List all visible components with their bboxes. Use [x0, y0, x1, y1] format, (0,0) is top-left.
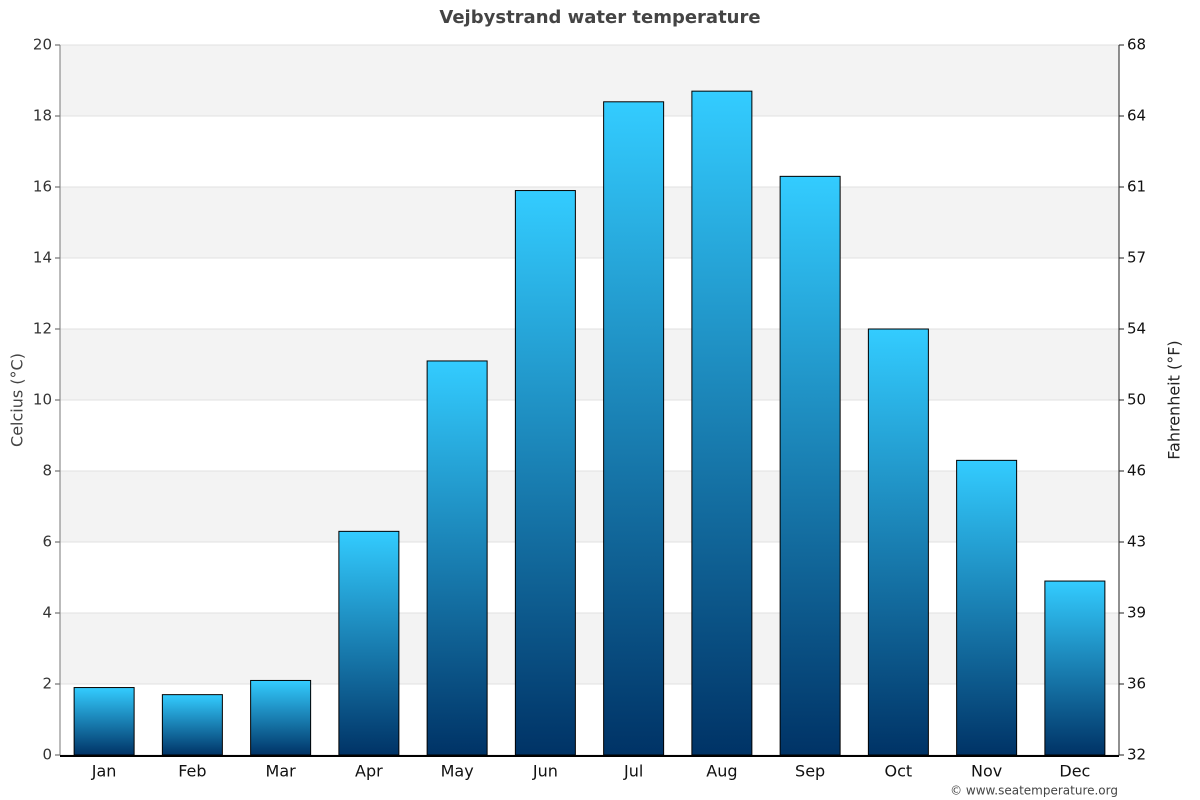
x-tick-label: Sep	[795, 762, 825, 781]
bar	[426, 360, 488, 756]
band	[60, 471, 1119, 542]
x-tick-label: Mar	[266, 762, 297, 781]
y-tick-label: 10	[33, 391, 52, 409]
bar	[1044, 580, 1106, 756]
y-tick-label: 12	[33, 320, 52, 338]
y-tick-label: 20	[33, 36, 52, 54]
bar	[338, 530, 400, 756]
y2-tick-label: 54	[1127, 320, 1146, 338]
bar	[250, 679, 312, 756]
y-tick-label: 14	[33, 249, 52, 267]
y2-tick-label: 46	[1127, 462, 1146, 480]
x-tick-label: Oct	[885, 762, 913, 781]
y2-tick-label: 36	[1127, 675, 1146, 693]
bar	[603, 101, 665, 756]
x-tick-label: Jun	[532, 762, 558, 781]
y2-tick-label: 43	[1127, 533, 1146, 551]
y2-tick-label: 64	[1127, 107, 1146, 125]
bar	[73, 687, 135, 756]
y-tick-label: 8	[42, 462, 52, 480]
x-tick-label: Aug	[706, 762, 737, 781]
y-tick-label: 4	[42, 604, 52, 622]
band	[60, 45, 1119, 116]
y2-tick-label: 61	[1127, 178, 1146, 196]
band	[60, 187, 1119, 258]
x-tick-label: Jul	[623, 762, 643, 781]
x-tick-label: May	[441, 762, 474, 781]
y2-tick-label: 32	[1127, 746, 1146, 764]
x-tick-label: Nov	[971, 762, 1002, 781]
y2-tick-label: 50	[1127, 391, 1146, 409]
x-tick-label: Dec	[1059, 762, 1090, 781]
y2-axis-label: Fahrenheit (°F)	[1165, 340, 1184, 459]
bar	[691, 90, 753, 756]
y-tick-label: 2	[42, 675, 52, 693]
x-tick-label: Jan	[91, 762, 117, 781]
bar	[956, 459, 1018, 756]
x-tick-label: Feb	[178, 762, 206, 781]
y-tick-label: 18	[33, 107, 52, 125]
band	[60, 329, 1119, 400]
bar	[514, 190, 576, 756]
bar	[867, 328, 929, 756]
y-tick-label: 0	[42, 746, 52, 764]
bar	[779, 175, 841, 756]
y-axis-label: Celcius (°C)	[8, 353, 27, 447]
x-tick-label: Apr	[355, 762, 383, 781]
y2-tick-label: 57	[1127, 249, 1146, 267]
chart-title: Vejbystrand water temperature	[439, 7, 760, 28]
y-tick-label: 6	[42, 533, 52, 551]
y-tick-label: 16	[33, 178, 52, 196]
band	[60, 613, 1119, 684]
y2-tick-label: 39	[1127, 604, 1146, 622]
y2-tick-label: 68	[1127, 36, 1146, 54]
credit: © www.seatemperature.org	[950, 784, 1118, 798]
bar	[161, 694, 223, 756]
